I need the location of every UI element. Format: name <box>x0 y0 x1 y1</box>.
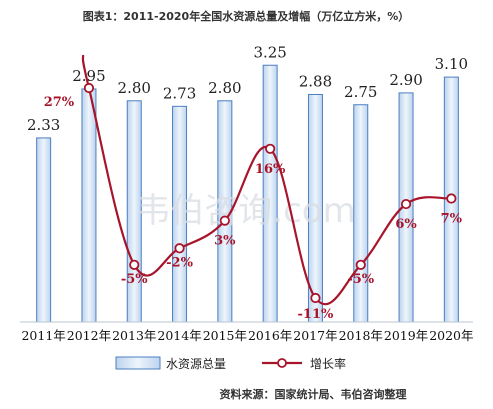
legend-bar-swatch <box>115 356 161 370</box>
growth-marker-8 <box>400 198 412 210</box>
growth-rate-line <box>81 54 452 306</box>
x-axis-ticks: 2011年 2012年 2013年 2014年 2015年 2016年 2017年 2018年… <box>21 328 473 343</box>
bar-value-label: 2.80 <box>118 79 151 97</box>
growth-marker-4 <box>219 215 230 226</box>
growth-marker-7 <box>355 259 366 270</box>
growth-rate-markers <box>83 82 457 304</box>
growth-marker-9 <box>446 193 457 204</box>
growth-rate-labels: 27% -5% -2% 3% 16% -11% -5% 6% 7% <box>44 95 463 322</box>
bar-1 <box>81 88 97 323</box>
bar-0 <box>36 137 52 323</box>
x-tick-label: 2015年 <box>203 328 247 343</box>
growth-rate-label: 6% <box>395 217 417 232</box>
chart-title: 图表1：2011-2020年全国水资源总量及增幅（万亿立方米，%） <box>83 9 409 23</box>
growth-marker-5 <box>265 143 276 154</box>
x-tick-label: 2013年 <box>112 328 156 343</box>
x-tick-label: 2017年 <box>293 328 337 343</box>
growth-marker-2 <box>129 259 140 270</box>
source-note: 资料来源：国家统计局、韦伯咨询整理 <box>220 387 407 401</box>
bar-series <box>36 64 459 323</box>
bar-value-label: 2.88 <box>299 72 332 90</box>
growth-rate-label: 7% <box>441 212 463 227</box>
bar-value-label: 2.33 <box>27 116 60 134</box>
legend-line-label: 增长率 <box>310 356 346 371</box>
legend: 水资源总量 增长率 <box>115 356 346 371</box>
x-tick-label: 2016年 <box>248 328 292 343</box>
growth-rate-label: -5% <box>347 272 374 287</box>
bar-value-label: 2.95 <box>72 67 105 85</box>
legend-line-marker <box>277 358 287 368</box>
x-tick-label: 2019年 <box>384 328 428 343</box>
x-tick-label: 2012年 <box>67 328 111 343</box>
legend-bar-label: 水资源总量 <box>166 357 226 371</box>
growth-rate-label: 3% <box>214 234 236 249</box>
growth-rate-label: -11% <box>298 307 334 322</box>
growth-marker-1 <box>83 82 95 94</box>
growth-marker-6 <box>310 292 321 304</box>
growth-rate-label: 16% <box>255 162 286 177</box>
x-tick-label: 2020年 <box>429 328 473 343</box>
growth-rate-label: 27% <box>44 95 75 110</box>
bar-value-label: 3.25 <box>253 43 286 61</box>
bar-labels: 2.33 2.95 2.80 2.73 2.80 3.25 2.88 2.75 2.90 3.10 <box>27 43 468 134</box>
bar-value-label: 2.90 <box>389 71 422 89</box>
watermark: 韦伯咨询.com <box>136 191 355 231</box>
bar-value-label: 2.80 <box>208 79 241 97</box>
growth-rate-label: -2% <box>166 255 193 270</box>
growth-marker-3 <box>174 243 185 254</box>
x-tick-label: 2018年 <box>339 328 383 343</box>
bar-value-label: 2.73 <box>163 84 196 102</box>
bar-value-label: 2.75 <box>344 83 377 101</box>
bar-value-label: 3.10 <box>435 55 468 73</box>
x-tick-label: 2011年 <box>21 328 65 343</box>
x-tick-label: 2014年 <box>157 328 201 343</box>
bar-7 <box>353 104 369 323</box>
growth-rate-label: -5% <box>121 272 148 287</box>
